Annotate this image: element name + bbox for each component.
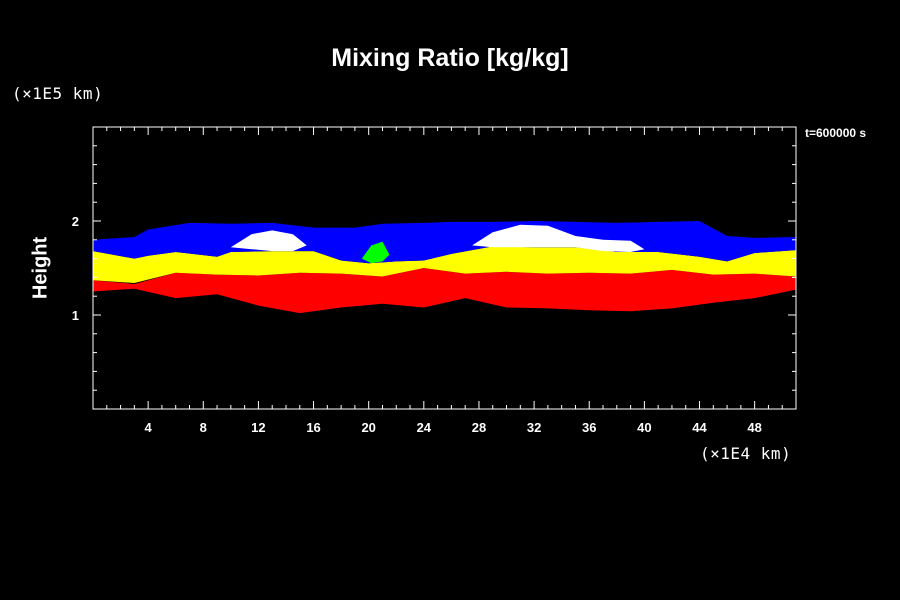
mixing-region-2: [93, 246, 796, 283]
plot-frame: [92, 126, 797, 410]
x-tick-label: 32: [527, 420, 541, 435]
mixing-region-1: [93, 268, 796, 314]
x-tick-label: 4: [145, 420, 153, 435]
y-axis-unit: (×1E5 km): [12, 84, 104, 103]
x-tick-label: 20: [361, 420, 375, 435]
x-tick-label: 24: [417, 420, 432, 435]
x-axis-unit: (×1E4 km): [700, 444, 792, 463]
chart-title: Mixing Ratio [kg/kg]: [331, 44, 569, 72]
plot-fills: [93, 127, 796, 409]
x-tick-label: 12: [251, 420, 265, 435]
x-tick-label: 28: [472, 420, 486, 435]
mixing-region-4: [230, 224, 645, 252]
time-label: t=600000 s: [805, 126, 867, 140]
x-tick-label: 40: [637, 420, 651, 435]
x-tick-label: 48: [747, 420, 761, 435]
x-tick-label: 16: [306, 420, 320, 435]
x-tick-label: 44: [692, 420, 707, 435]
y-tick-label: 1: [72, 308, 79, 323]
x-tick-label: 8: [200, 420, 207, 435]
x-tick-label: 36: [582, 420, 596, 435]
mixing-region-5: [361, 241, 390, 264]
y-tick-label: 2: [72, 214, 79, 229]
